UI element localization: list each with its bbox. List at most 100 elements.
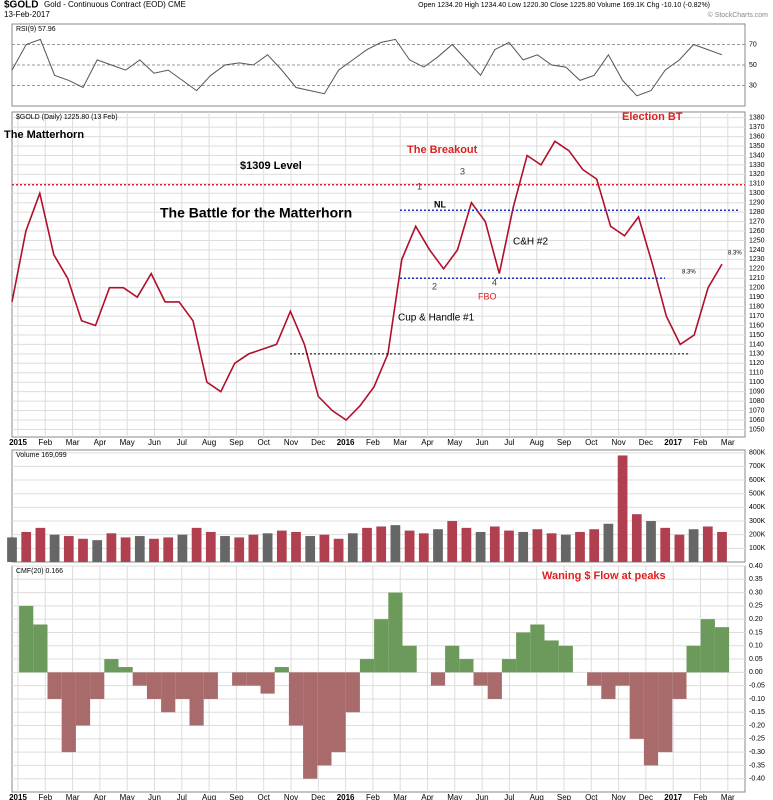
annotation: The Breakout: [407, 144, 478, 156]
x-tick-label: Feb: [38, 438, 52, 447]
cmf-bar: [402, 645, 417, 673]
x-tick-label: Aug: [530, 793, 544, 800]
y-tick-label: 1190: [749, 294, 764, 301]
annotation: 4: [492, 277, 497, 287]
volume-bar: [688, 529, 699, 562]
cmf-bar: [345, 672, 360, 713]
y-tick-label: 1150: [749, 332, 764, 339]
y-tick-label: 1140: [749, 341, 764, 348]
y-tick-label: 1180: [749, 303, 764, 310]
annotation: 8.3%: [728, 251, 742, 257]
x-tick-label: 2016: [337, 438, 355, 447]
volume-bar: [248, 534, 259, 562]
x-tick-label: Apr: [421, 438, 434, 447]
x-tick-label: Apr: [421, 793, 434, 800]
y-tick-label: 0.20: [749, 616, 763, 623]
volume-bar: [504, 530, 514, 562]
volume-bar: [376, 526, 387, 562]
cmf-bar: [303, 672, 318, 779]
volume-bar: [276, 530, 287, 562]
x-tick-label: Dec: [311, 438, 325, 447]
panel-title: RSI(9) 57.96: [16, 26, 56, 33]
y-tick-label: 1050: [749, 426, 765, 433]
y-tick-label: 1200: [749, 285, 765, 292]
panel-title: CMF(20) 0.166: [16, 568, 63, 575]
annotation: The Matterhorn: [4, 129, 84, 141]
y-tick-label: 1170: [749, 313, 764, 320]
volume-bar: [575, 531, 585, 562]
y-tick-label: 50: [749, 62, 757, 69]
annotation: NL: [434, 199, 446, 209]
x-tick-label: Mar: [66, 438, 80, 447]
y-tick-label: 1320: [749, 171, 765, 178]
annotation: 3: [460, 166, 465, 176]
volume-bar: [177, 534, 188, 562]
y-tick-label: 500K: [749, 491, 766, 498]
x-tick-label: Nov: [611, 438, 625, 447]
cmf-bar: [700, 619, 715, 673]
x-tick-label: May: [447, 438, 462, 447]
date: 13-Feb-2017: [4, 10, 50, 19]
y-tick-label: 0.15: [749, 629, 763, 636]
volume-bar: [532, 529, 543, 562]
description: Gold - Continuous Contract (EOD) CME: [44, 0, 186, 9]
cmf-bar: [615, 672, 630, 686]
y-tick-label: 300K: [749, 518, 766, 525]
y-tick-label: -0.30: [749, 749, 765, 756]
x-tick-label: Feb: [366, 793, 380, 800]
x-tick-label: Oct: [257, 793, 270, 800]
x-tick-label: Feb: [366, 438, 380, 447]
y-tick-label: 1360: [749, 133, 765, 140]
x-tick-label: Sep: [229, 438, 244, 447]
cmf-bar: [388, 592, 403, 673]
y-tick-label: 1270: [749, 218, 765, 225]
y-tick-label: 1210: [749, 275, 765, 282]
volume-bar: [333, 538, 344, 562]
y-tick-label: 1290: [749, 200, 765, 207]
y-tick-label: 1310: [749, 181, 765, 188]
annotation: The Battle for the Matterhorn: [160, 205, 352, 221]
series-line: [11, 140, 723, 422]
annotation: FBO: [478, 291, 497, 301]
x-tick-label: 2017: [664, 793, 682, 800]
x-tick-label: Oct: [585, 793, 598, 800]
y-tick-label: 800K: [749, 450, 766, 457]
y-tick-label: -0.05: [749, 682, 765, 689]
volume-bar: [291, 531, 301, 562]
volume-bar: [205, 531, 216, 562]
cmf-bar: [47, 672, 62, 699]
y-tick-label: 1260: [749, 228, 765, 235]
x-tick-label: 2015: [9, 793, 27, 800]
y-tick-label: -0.25: [749, 736, 765, 743]
cmf-bar: [516, 632, 531, 673]
x-tick-label: Feb: [694, 438, 708, 447]
volume-bar: [234, 537, 245, 562]
cmf-bar: [260, 672, 275, 694]
cmf-bar: [473, 672, 488, 686]
y-tick-label: 1330: [749, 162, 765, 169]
cmf-bar: [587, 672, 602, 686]
cmf-bar: [430, 672, 446, 686]
volume-bar: [35, 527, 46, 562]
volume-bar: [220, 536, 230, 562]
cmf-bar: [33, 624, 48, 673]
volume-bar: [603, 523, 614, 562]
annotation: Cup & Handle #1: [398, 313, 475, 324]
x-tick-label: Dec: [311, 793, 325, 800]
x-tick-label: Apr: [94, 793, 107, 800]
volume-bar: [518, 531, 529, 562]
y-tick-label: 1380: [749, 115, 765, 122]
series-line: [11, 38, 723, 97]
volume-bar: [404, 530, 415, 562]
x-tick-label: Oct: [585, 438, 598, 447]
x-tick-label: Jun: [476, 793, 489, 800]
quote: Open 1234.20 High 1234.40 Low 1220.30 Cl…: [418, 2, 710, 9]
y-tick-label: 0.25: [749, 603, 763, 610]
volume-bar: [717, 531, 727, 562]
y-tick-label: 600K: [749, 477, 766, 484]
cmf-bar: [175, 672, 190, 699]
x-tick-label: Aug: [202, 438, 216, 447]
x-tick-label: Aug: [530, 438, 544, 447]
cmf-bar: [146, 672, 162, 699]
cmf-bar: [331, 672, 346, 753]
